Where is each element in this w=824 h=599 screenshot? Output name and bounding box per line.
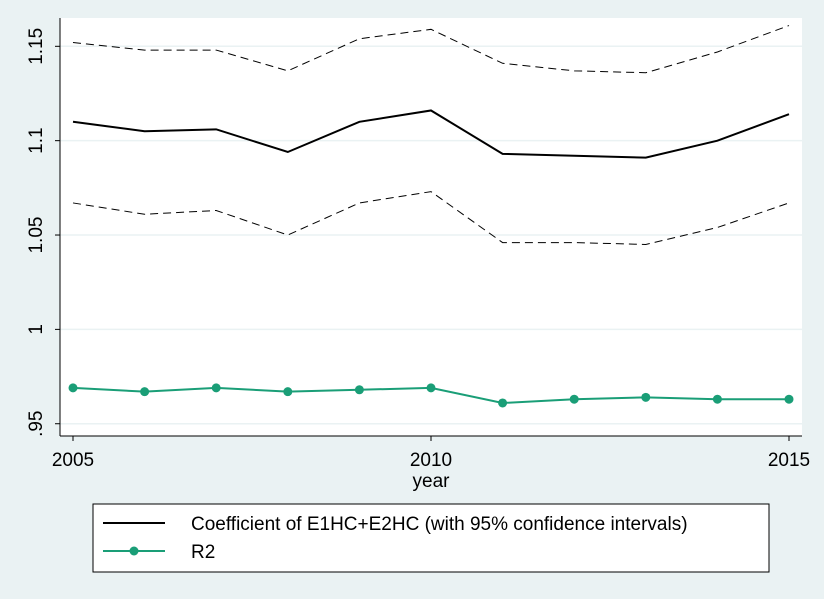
legend-item-r2: R2 [103, 542, 215, 563]
legend-marker-r2 [129, 546, 139, 556]
data-point-r2 [68, 383, 78, 393]
data-point-r2 [140, 387, 150, 397]
y-tick-label: 1.05 [26, 217, 47, 254]
data-point-r2 [211, 383, 221, 393]
y-ticks: .95 1 1.05 1.1 1.15 [26, 28, 60, 437]
series-line-ci-upper [72, 25, 790, 74]
legend-box [92, 503, 770, 573]
series-line-ci-lower [72, 191, 790, 245]
data-point-r2 [569, 394, 579, 404]
x-axis-title: year [413, 471, 451, 492]
x-tick-label: 2010 [410, 450, 452, 471]
x-tick-label: 2015 [768, 450, 810, 471]
legend: Coefficient of E1HC+E2HC (with 95% confi… [92, 503, 770, 573]
x-tick-label: 2005 [52, 450, 94, 471]
grid-lines [60, 45, 802, 425]
data-point-r2 [354, 385, 364, 395]
plot-area [60, 18, 802, 436]
x-ticks: 2005 2010 2015 [52, 436, 810, 471]
y-tick-label: 1.15 [26, 28, 47, 65]
y-tick-label: 1.1 [26, 127, 47, 153]
series-line-coefficient [72, 109, 790, 159]
data-point-r2 [498, 398, 508, 408]
series-layer [68, 25, 794, 408]
data-point-r2 [641, 392, 651, 402]
data-point-r2 [283, 387, 293, 397]
data-point-r2 [784, 394, 794, 404]
legend-label-coefficient: Coefficient of E1HC+E2HC (with 95% confi… [191, 514, 688, 535]
data-point-r2 [426, 383, 436, 393]
legend-label-r2: R2 [191, 542, 215, 563]
y-tick-label: .95 [26, 411, 47, 437]
legend-item-coefficient: Coefficient of E1HC+E2HC (with 95% confi… [103, 514, 688, 535]
y-tick-label: 1 [26, 324, 47, 335]
data-point-r2 [712, 394, 722, 404]
